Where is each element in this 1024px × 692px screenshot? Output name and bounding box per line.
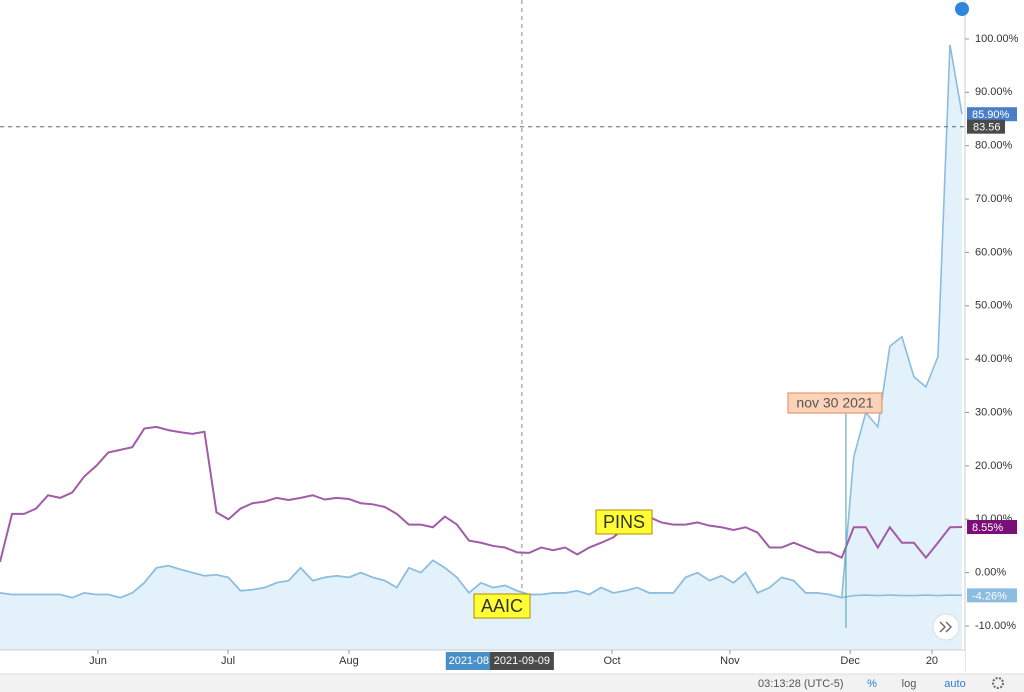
x-tick-label: Jul (221, 655, 235, 667)
y-tick-label: 90.00% (975, 86, 1013, 98)
series-tag: PINS (603, 512, 645, 532)
y-tick-label: 60.00% (975, 246, 1013, 258)
last-value-label: 85.90% (972, 109, 1010, 121)
last-value-label: 8.55% (972, 522, 1003, 534)
percent-button[interactable]: % (867, 678, 877, 690)
status-time: 03:13:28 (UTC-5) (758, 678, 844, 690)
x-tick-label: Aug (339, 655, 359, 667)
x-tick-label: 20 (926, 655, 938, 667)
symbol-badge (955, 2, 969, 16)
y-tick-label: 30.00% (975, 406, 1013, 418)
series-tag-box (595, 509, 653, 535)
y-tick-label: 80.00% (975, 140, 1013, 152)
settings-button[interactable] (992, 677, 1004, 689)
x-tick-label: Nov (720, 655, 740, 667)
y-tick-label: 20.00% (975, 460, 1013, 472)
y-tick-label: -10.00% (975, 620, 1016, 632)
last-value-box (967, 519, 1017, 534)
last-value-box (967, 588, 1017, 603)
auto-button[interactable]: auto (944, 678, 965, 690)
range-label: 2021-08 (449, 655, 489, 667)
last-value-box (967, 107, 1017, 122)
x-tick-label: Dec (840, 655, 860, 667)
x-tick-label: Jun (89, 655, 107, 667)
series-line (0, 425, 963, 563)
crosshair-x-label: 2021-09-09 (494, 655, 550, 667)
crosshair-y-box (967, 119, 1005, 134)
log-button[interactable]: log (902, 678, 917, 690)
crosshair-x-box (489, 652, 554, 670)
crosshair-y-label: 83.56 (973, 122, 1001, 134)
last-value-label: -4.26% (972, 590, 1007, 602)
scroll-icon (939, 621, 952, 633)
y-tick-label: 100.00% (975, 33, 1019, 45)
y-tick-label: 50.00% (975, 300, 1013, 312)
series-line (0, 559, 963, 599)
series-tag-box (473, 593, 531, 619)
y-tick-label: 0.00% (975, 567, 1006, 579)
scroll-button[interactable] (932, 613, 960, 641)
annotation-text: nov 30 2021 (796, 395, 873, 411)
y-tick-label: 40.00% (975, 353, 1013, 365)
status-bar (0, 674, 1024, 692)
annotation-box (787, 392, 883, 414)
area-fill (0, 44, 962, 651)
range-label-box (445, 652, 492, 670)
y-tick-label: 70.00% (975, 193, 1013, 205)
series-tag: AAIC (481, 596, 523, 616)
x-tick-label: Oct (604, 655, 621, 667)
